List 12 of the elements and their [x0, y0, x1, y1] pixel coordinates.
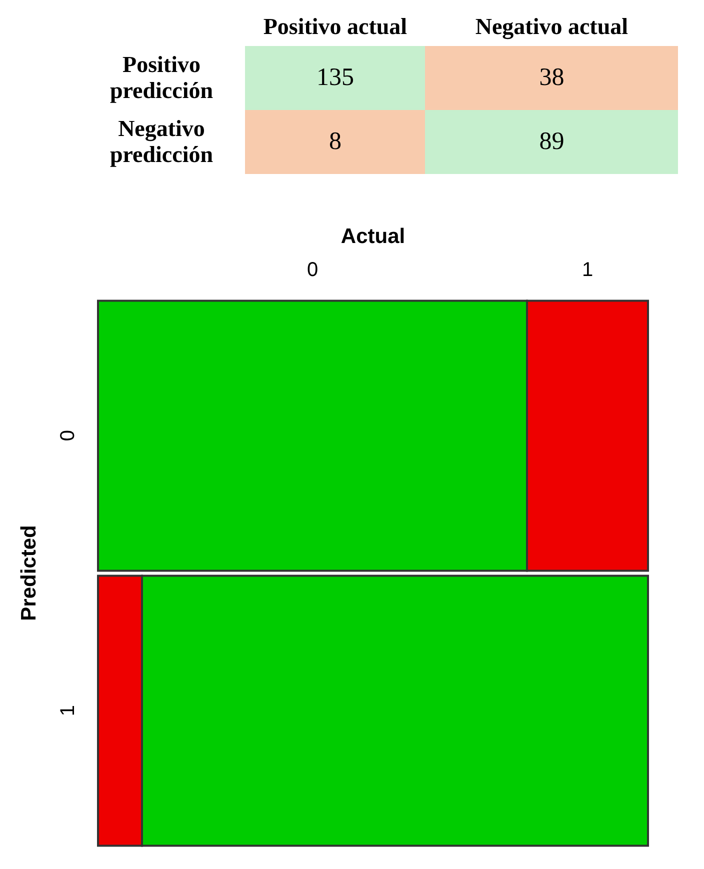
- y-tick-label: Positivo predicción: [108, 51, 214, 105]
- y-axis-title: Predicted: [17, 525, 40, 621]
- y-tick-label: Negativo predicción: [108, 115, 214, 169]
- series-label: 1: [582, 259, 594, 281]
- series-label: 0: [306, 259, 318, 281]
- x-axis-title: Actual: [340, 225, 406, 248]
- data-label: 38: [425, 46, 678, 110]
- x-tick-label: Positivo actual: [262, 13, 408, 41]
- data-label: 89: [425, 110, 678, 174]
- data-label: 135: [245, 46, 426, 110]
- data-label: 8: [245, 110, 426, 174]
- x-tick-label: Negativo actual: [474, 13, 630, 42]
